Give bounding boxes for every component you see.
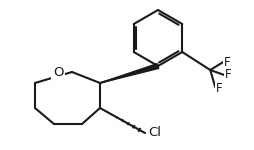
Text: Cl: Cl	[149, 126, 162, 140]
Text: O: O	[53, 66, 63, 78]
Text: F: F	[224, 56, 231, 69]
Text: F: F	[225, 69, 232, 81]
Polygon shape	[100, 64, 159, 83]
Text: F: F	[216, 82, 223, 96]
